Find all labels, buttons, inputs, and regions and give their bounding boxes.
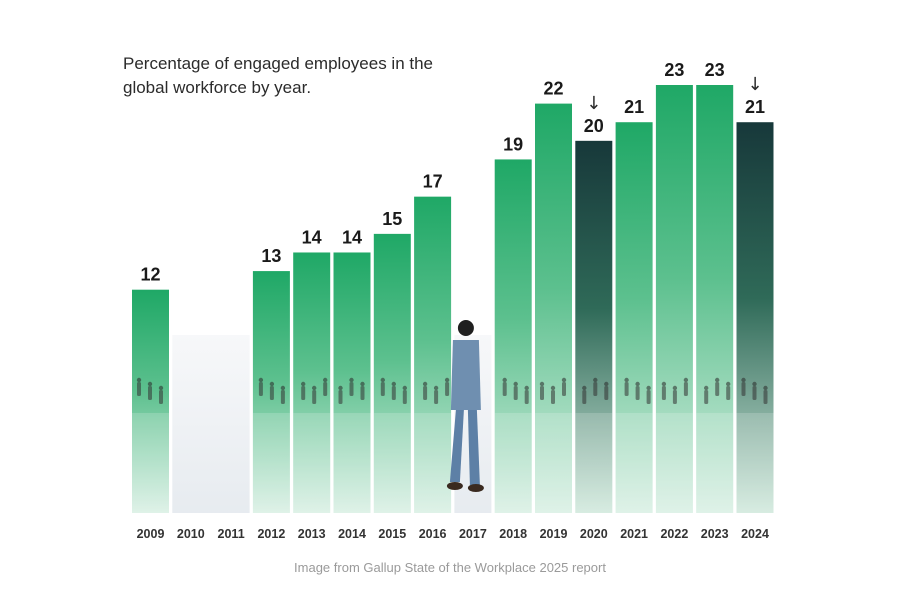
- bar-2024: [736, 122, 774, 513]
- bar-2023: [696, 85, 734, 513]
- bar-haze-2020: [575, 413, 613, 513]
- bar-haze-2012: [252, 413, 290, 513]
- value-label-2012: 13: [261, 246, 281, 266]
- value-label-2021: 21: [624, 97, 644, 117]
- bar-haze-2024: [736, 413, 774, 513]
- decline-arrow-2024: ↓: [747, 74, 762, 95]
- bar-haze-2015: [373, 413, 411, 513]
- chart-title: Percentage of engaged employees in the g…: [123, 54, 434, 97]
- bar-2019: [535, 103, 572, 513]
- crowd-silhouettes-2009: [136, 377, 164, 404]
- x-tick-2023: 2023: [701, 527, 729, 541]
- bar-2022: [655, 85, 693, 513]
- bar-haze-2018: [494, 413, 532, 513]
- value-label-2024: 21: [745, 97, 765, 117]
- bar-haze-2013: [293, 413, 331, 513]
- crowd-silhouettes-2023: [704, 377, 731, 404]
- value-label-2020: 20: [584, 116, 604, 136]
- crowd-silhouettes-2018: [502, 377, 529, 404]
- bar-haze-2009: [132, 413, 169, 513]
- value-label-2013: 14: [302, 227, 322, 247]
- value-label-2019: 22: [543, 79, 563, 99]
- bar-2018: [494, 159, 532, 513]
- value-label-2022: 23: [664, 60, 684, 80]
- x-tick-2009: 2009: [137, 527, 165, 541]
- crowd-silhouettes-2020: [582, 377, 609, 404]
- x-tick-2013: 2013: [298, 527, 326, 541]
- bar-2020: [575, 140, 613, 513]
- x-tick-2010: 2010: [177, 527, 205, 541]
- x-tick-2020: 2020: [580, 527, 608, 541]
- bar-haze-2022: [655, 413, 693, 513]
- crowd-silhouettes-2019: [539, 377, 567, 404]
- crowd-silhouettes-2024: [741, 377, 768, 404]
- bar-2021: [615, 122, 653, 513]
- value-label-2014: 14: [342, 227, 362, 247]
- x-tick-2014: 2014: [338, 527, 366, 541]
- x-tick-2024: 2024: [741, 527, 769, 541]
- walking-person-figure: [446, 320, 484, 492]
- value-label-2016: 17: [423, 172, 443, 192]
- x-tick-2018: 2018: [499, 527, 527, 541]
- x-tick-2021: 2021: [620, 527, 648, 541]
- value-label-2015: 15: [382, 209, 402, 229]
- x-tick-2011: 2011: [218, 527, 245, 541]
- crowd-silhouettes-2014: [338, 377, 365, 404]
- x-tick-2015: 2015: [378, 527, 406, 541]
- crowd-silhouettes-2013: [301, 377, 328, 404]
- bar-haze-2014: [333, 413, 371, 513]
- bar-haze-2016: [414, 413, 452, 513]
- bar-haze-2019: [535, 413, 572, 513]
- crowd-silhouettes-2021: [624, 377, 651, 404]
- crowd-silhouettes-2012: [258, 377, 286, 404]
- x-tick-2016: 2016: [419, 527, 447, 541]
- x-tick-2017: 2017: [459, 527, 487, 541]
- x-tick-2022: 2022: [660, 527, 688, 541]
- no-data-background-0: [172, 335, 250, 513]
- crowd-silhouettes-2016: [422, 377, 450, 404]
- bar-haze-2021: [615, 413, 653, 513]
- crowd-silhouettes-2015: [380, 377, 407, 404]
- x-tick-2019: 2019: [540, 527, 568, 541]
- source-caption: Image from Gallup State of the Workplace…: [294, 560, 606, 575]
- x-tick-2012: 2012: [257, 527, 285, 541]
- decline-arrow-2020: ↓: [586, 93, 601, 114]
- bar-haze-2023: [696, 413, 734, 513]
- bar-2016: [414, 196, 452, 514]
- value-label-2023: 23: [705, 60, 725, 80]
- bar-2015: [373, 233, 411, 513]
- value-label-2009: 12: [140, 265, 160, 285]
- crowd-silhouettes-2022: [661, 377, 689, 404]
- value-label-2018: 19: [503, 134, 523, 154]
